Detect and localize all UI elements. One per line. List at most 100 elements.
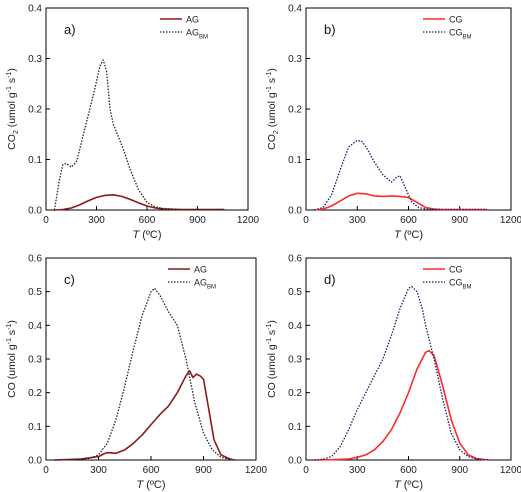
y-axis-label-unit: ) (266, 68, 278, 72)
x-tick-label: 900 (189, 215, 206, 226)
legend-label: CG (449, 265, 463, 275)
x-tick-label: 1200 (500, 215, 521, 226)
y-axis-label-subscript: 2 (273, 130, 280, 134)
y-axis-label: CO (umol g-1 s-1) (266, 320, 278, 398)
x-tick-label: 0 (43, 215, 49, 226)
series-line-cg-bm (314, 139, 488, 211)
legend-label-name: CG (449, 278, 463, 288)
series-line-cg-bm (314, 285, 489, 461)
series-line-ag-bm (54, 287, 236, 461)
y-tick-label: 0.5 (28, 287, 42, 298)
x-axis-label-symbol: T (132, 229, 140, 241)
plot-frame (45, 257, 257, 461)
y-axis-label: CO2 (umol g-1 s-1) (6, 68, 20, 150)
y-axis-label-exponent: -1 (6, 338, 13, 344)
y-axis-label-unit: (umol g (6, 344, 18, 382)
y-tick-label: 0.3 (28, 355, 42, 366)
y-axis-label-unit: s (6, 330, 18, 338)
legend-label-name: AG (194, 278, 207, 288)
series-line-ag-bm (53, 59, 225, 211)
legend-label: CG (449, 15, 463, 25)
y-tick-label: 0.0 (288, 206, 302, 217)
x-axis-label: T (ºC) (136, 479, 165, 491)
x-tick-label: 0 (303, 465, 309, 476)
legend-label-name: AG (186, 15, 199, 25)
plot-frame (305, 257, 512, 461)
legend-label-name: AG (186, 28, 199, 38)
y-tick-label: 0.2 (288, 388, 302, 399)
y-tick-label: 0.4 (28, 4, 42, 15)
y-axis-label-main: CO (266, 382, 278, 398)
y-tick-label: 0.4 (288, 321, 302, 332)
x-tick-label: 1200 (500, 465, 521, 476)
legend-label: CGBM (449, 278, 472, 291)
y-axis-label-main: CO (6, 134, 18, 150)
x-axis-label-symbol: T (136, 479, 144, 491)
y-tick-label: 0.6 (288, 254, 302, 265)
x-axis-label: T (ºC) (394, 229, 423, 241)
legend-label: AG (186, 15, 199, 25)
legend-label-subscript: BM (199, 35, 208, 41)
y-tick-label: 0.0 (28, 456, 42, 467)
y-tick-label: 0.2 (288, 105, 302, 116)
y-axis-label-exponent: -1 (266, 323, 273, 329)
x-tick-label: 900 (195, 465, 212, 476)
y-axis-label-exponent: -1 (6, 323, 13, 329)
x-axis-label-symbol: T (394, 479, 402, 491)
y-tick-label: 0.5 (288, 287, 302, 298)
y-tick-label: 0.3 (288, 54, 302, 65)
y-axis-label-exponent: -1 (266, 86, 273, 92)
x-tick-label: 600 (400, 465, 417, 476)
y-axis-label-unit: s (266, 330, 278, 338)
y-axis-label-main: CO (266, 134, 278, 150)
y-axis-label-subscript: 2 (13, 130, 20, 134)
series-line-cg (314, 192, 488, 211)
y-tick-label: 0.6 (28, 254, 42, 265)
y-axis-label-unit: ) (266, 320, 278, 324)
panel-label: a) (64, 22, 76, 37)
x-axis-label: T (ºC) (132, 229, 161, 241)
panel-label: c) (64, 272, 75, 287)
x-axis-label-unit: (ºC) (401, 229, 423, 241)
y-axis-label-exponent: -1 (266, 338, 273, 344)
series-line-cg (314, 349, 489, 461)
plot-frame (45, 7, 249, 211)
chart-panel-2: 0 300 600 900 1200 0.0 0.1 0.2 0.3 0.4 0.5 0.6 T (ºC… (6, 254, 268, 492)
y-tick-label: 0.2 (28, 105, 42, 116)
legend-label: AGBM (186, 28, 208, 41)
y-tick-label: 0.4 (288, 4, 302, 15)
legend-label-subscript: BM (463, 285, 472, 291)
x-tick-label: 0 (43, 465, 49, 476)
y-tick-label: 0.2 (28, 388, 42, 399)
x-tick-label: 0 (303, 215, 309, 226)
y-axis-label-exponent: -1 (6, 72, 13, 78)
y-axis-label-unit: ) (6, 68, 18, 72)
series-line-ag (54, 369, 236, 461)
y-axis-label-exponent: -1 (6, 86, 13, 92)
x-axis-label-symbol: T (394, 229, 402, 241)
y-tick-label: 0.3 (288, 355, 302, 366)
y-tick-label: 0.1 (288, 422, 302, 433)
legend-label-name: CG (449, 15, 463, 25)
x-tick-label: 300 (349, 215, 366, 226)
y-axis-label-unit: (umol g (6, 92, 18, 130)
y-tick-label: 0.1 (28, 155, 42, 166)
x-axis-label-unit: (ºC) (139, 229, 161, 241)
x-tick-label: 600 (143, 465, 160, 476)
chart-panel-3: 0 300 600 900 1200 0.0 0.1 0.2 0.3 0.4 0.5 0.6 T (ºC… (266, 254, 521, 492)
x-axis-label-unit: (ºC) (143, 479, 165, 491)
x-tick-label: 300 (88, 215, 105, 226)
x-tick-label: 600 (400, 215, 417, 226)
legend-label: CGBM (449, 28, 472, 41)
y-tick-label: 0.1 (28, 422, 42, 433)
panel-label: d) (324, 272, 336, 287)
x-tick-label: 600 (139, 215, 156, 226)
y-tick-label: 0.4 (28, 321, 42, 332)
x-tick-label: 1200 (237, 215, 260, 226)
y-axis-label-unit: (umol g (266, 344, 278, 382)
y-tick-label: 0.1 (288, 155, 302, 166)
x-axis-label: T (ºC) (394, 479, 423, 491)
x-tick-label: 300 (349, 465, 366, 476)
series-line-ag (54, 194, 225, 211)
